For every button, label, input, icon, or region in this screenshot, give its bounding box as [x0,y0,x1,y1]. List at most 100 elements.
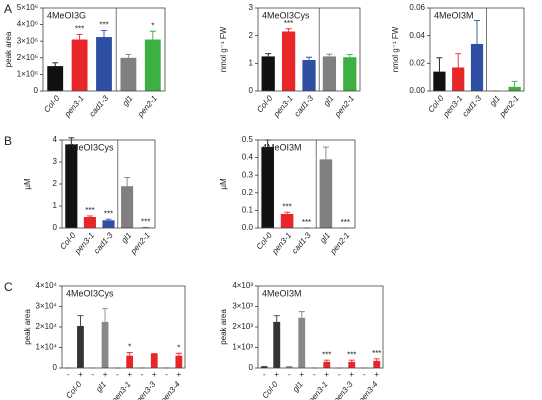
x-tick-label: cad1-3 [290,230,313,255]
error-bar [265,53,272,57]
error-bar [77,315,84,326]
x-tick-label: + [274,370,279,379]
significance: *** [322,350,331,359]
group-label: pen3-3 [134,379,158,400]
x-tick-label: + [349,370,354,379]
plot-frame [429,7,525,92]
bar [71,39,88,91]
bar [273,321,281,368]
x-tick-label: + [78,370,83,379]
x-tick-label: - [313,370,316,379]
x-tick-label: pen3-1 [62,94,86,120]
bar [302,60,316,91]
significance: *** [347,350,356,359]
bar [281,31,296,91]
x-tick-label: cad1-3 [92,230,115,255]
error-bar [125,54,132,58]
x-tick-label: - [141,370,144,379]
bar [126,355,134,368]
y-tick-label: 4×10³ [232,281,253,290]
significance: *** [75,25,84,34]
group-label: gl1 [291,380,305,394]
y-axis-label: peak area [4,31,13,67]
bar [121,186,134,228]
x-tick-label: cad1-3 [293,93,316,118]
y-tick-label: 1×10³ [232,343,253,352]
y-tick-label: 0 [53,223,58,232]
y-tick-label: 2×10³ [232,322,253,331]
error-bar [149,30,156,40]
error-bar [511,80,518,87]
error-bar [101,29,107,38]
error-bar [126,352,133,356]
error-bar [76,34,83,40]
y-axis-label: µM [23,178,32,190]
x-tick-label: pen3-1 [271,94,295,120]
y-tick-label: 2×10⁶ [17,53,38,62]
y-tick-label: 0.4 [242,153,254,162]
x-tick-label: pen2-1 [128,231,152,257]
group-label: pen3-1 [306,380,330,400]
bar [83,217,96,228]
x-tick-label: + [127,370,132,379]
bar [319,159,333,228]
y-tick-label: 5×10⁶ [17,3,38,12]
bar [298,317,306,368]
y-tick-label: 3 [53,157,58,166]
plot-frame [42,7,166,92]
significance: *** [372,349,381,358]
panel-title: 4MeOI3M [434,10,474,20]
group-label: pen3-4 [158,379,182,400]
plot-frame [61,285,186,369]
significance: *** [341,218,350,227]
error-bar [306,56,312,61]
group-label: Col-0 [260,379,280,400]
y-tick-label: 1 [249,58,254,67]
y-tick-label: 0.04 [409,31,425,40]
x-tick-label: gl1 [119,231,133,245]
x-tick-label: gl1 [322,94,336,108]
x-tick-label: Col-0 [42,93,62,114]
x-tick-label: + [177,370,182,379]
y-tick-label: 3×10³ [232,302,253,311]
x-tick-label: pen2-1 [497,94,521,120]
error-bar [474,20,480,44]
bar [285,366,293,368]
y-tick-label: 0 [34,86,39,95]
bar [47,66,64,91]
bar [373,360,381,368]
plot-frame [257,139,356,229]
group-label: pen3-1 [109,380,133,400]
significance: *** [141,217,150,226]
error-bar [373,358,380,361]
error-bar [285,28,292,32]
y-tick-label: 0.5 [242,135,254,144]
error-bar [436,57,443,72]
significance: * [128,343,131,352]
group-label: gl1 [94,380,108,394]
panel-title: 4MeOI3G [47,10,86,20]
bar [150,353,158,368]
bar [65,144,78,228]
y-tick-label: 0 [53,363,58,372]
plot-frame [61,139,156,229]
error-bar [348,359,355,362]
y-tick-label: 2 [53,179,58,188]
x-tick-label: + [324,370,329,379]
bar [280,213,294,228]
y-tick-label: 3×10⁴ [36,302,58,311]
error-bar [455,53,462,68]
error-bar [105,218,112,221]
error-bar [86,215,93,217]
y-tick-label: 0.1 [242,206,254,215]
plot-frame [257,285,384,369]
bar [322,56,337,91]
x-tick-label: - [165,370,168,379]
error-bar [326,53,333,57]
bar [101,321,109,368]
group-label: Col-0 [64,379,84,400]
bar [508,86,521,91]
bar [261,147,275,228]
y-axis-label: µM [219,178,228,190]
